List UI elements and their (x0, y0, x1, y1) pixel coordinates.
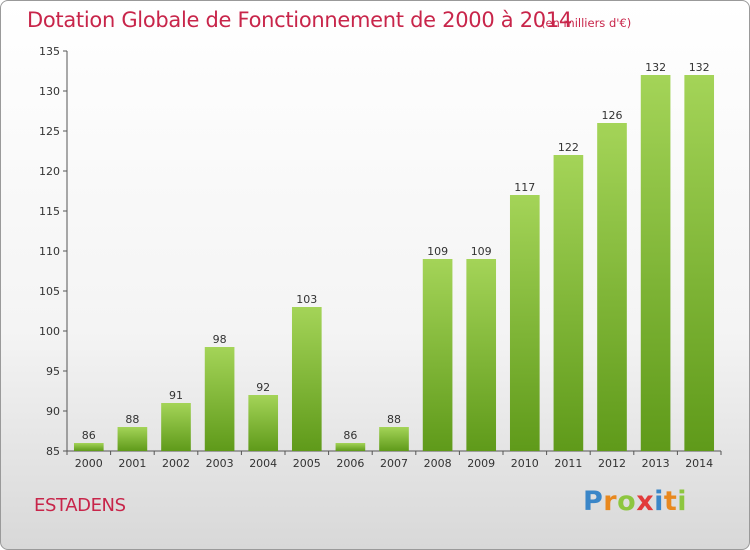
bar-2002[interactable] (161, 403, 191, 451)
logo-letter: x (636, 486, 655, 517)
y-tick-label: 120 (39, 165, 60, 178)
x-tick-label: 2011 (554, 457, 582, 470)
data-label-2005: 103 (296, 293, 317, 306)
chart-title: Dotation Globale de Fonctionnement de 20… (27, 8, 572, 32)
x-tick-label: 2002 (162, 457, 190, 470)
bar-2013[interactable] (640, 75, 671, 451)
bar-2001[interactable] (117, 427, 148, 451)
x-tick-label: 2000 (75, 457, 103, 470)
bar-2010[interactable] (509, 195, 540, 451)
bar-2011[interactable] (553, 155, 584, 451)
bar-2006[interactable] (335, 443, 366, 451)
bar-2012[interactable] (597, 123, 627, 451)
x-tick-label: 2008 (424, 457, 452, 470)
logo-letter: r (603, 486, 618, 517)
y-tick-label: 110 (39, 245, 60, 258)
y-tick-label: 100 (39, 325, 60, 338)
bar-2000[interactable] (73, 443, 104, 451)
data-label-2014: 132 (689, 61, 710, 74)
y-tick-label: 105 (39, 285, 60, 298)
logo-letter: o (617, 486, 637, 517)
bar-2014[interactable] (684, 75, 715, 451)
bar-2004[interactable] (248, 395, 279, 451)
chart-data-labels: 86 88 91 98 92 103 86 88 109 109 117 122 126 132 132 (82, 61, 710, 442)
bar-2007[interactable] (379, 427, 409, 451)
x-tick-label: 2007 (380, 457, 408, 470)
data-label-2011: 122 (558, 141, 579, 154)
x-tick-label: 2009 (467, 457, 495, 470)
x-tick-label: 2012 (598, 457, 626, 470)
x-tick-label: 2013 (642, 457, 670, 470)
logo-letter: i (654, 486, 664, 517)
chart-unit: (en milliers d'€) (541, 16, 632, 30)
y-tick-label: 95 (46, 365, 60, 378)
logo-letter: P (583, 486, 604, 517)
data-label-2006: 86 (343, 429, 357, 442)
x-tick-label: 2003 (206, 457, 234, 470)
x-tick-label: 2005 (293, 457, 321, 470)
bar-2003[interactable] (204, 347, 235, 451)
y-tick-label: 115 (39, 205, 60, 218)
bar-2009[interactable] (466, 259, 497, 451)
data-label-2001: 88 (125, 413, 139, 426)
chart-bars (73, 75, 715, 451)
y-tick-label: 125 (39, 125, 60, 138)
x-tick-label: 2006 (336, 457, 364, 470)
y-tick-label: 85 (46, 445, 60, 458)
data-label-2004: 92 (256, 381, 270, 394)
y-tick-label: 130 (39, 85, 60, 98)
x-tick-label: 2014 (685, 457, 713, 470)
commune-name: ESTADENS (34, 495, 126, 516)
data-label-2009: 109 (471, 245, 492, 258)
data-label-2010: 117 (514, 181, 535, 194)
logo-letter: i (677, 486, 688, 517)
y-tick-label: 90 (46, 405, 60, 418)
proxiti-logo[interactable]: Proxiti (583, 486, 687, 517)
chart-axes: 85 90 95 100 105 110 115 120 125 130 135 2000 2001 20… (39, 45, 722, 470)
data-label-2000: 86 (82, 429, 96, 442)
x-tick-label: 2010 (511, 457, 539, 470)
x-tick-label: 2001 (118, 457, 146, 470)
data-label-2002: 91 (169, 389, 183, 402)
y-tick-label: 135 (39, 45, 60, 58)
bar-2005[interactable] (291, 307, 322, 451)
data-label-2003: 98 (213, 333, 227, 346)
data-label-2008: 109 (427, 245, 448, 258)
data-label-2012: 126 (602, 109, 623, 122)
data-label-2007: 88 (387, 413, 401, 426)
data-label-2013: 132 (645, 61, 666, 74)
bar-2008[interactable] (422, 259, 453, 451)
x-tick-label: 2004 (249, 457, 277, 470)
logo-letter: t (663, 486, 678, 517)
